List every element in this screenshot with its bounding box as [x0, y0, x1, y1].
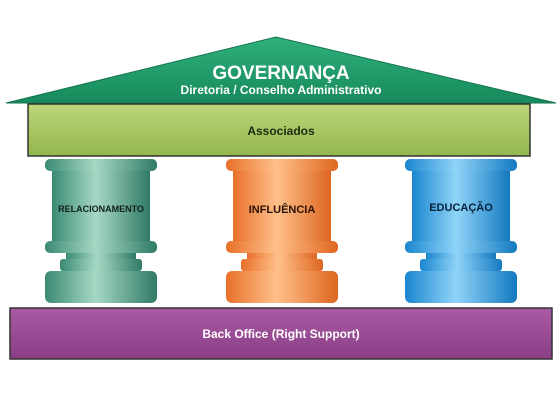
- base-label: Back Office (Right Support): [202, 327, 359, 341]
- pillar-label-relacionamento: RELACIONAMENTO: [58, 204, 144, 214]
- pillar-label-influencia: INFLUÊNCIA: [249, 203, 316, 216]
- base: Back Office (Right Support): [9, 307, 553, 360]
- pillar-educacao: EDUCAÇÃO: [405, 159, 517, 303]
- roof: GOVERNANÇA Diretoria / Conselho Administ…: [5, 36, 557, 104]
- roof-title: GOVERNANÇA: [212, 63, 350, 84]
- pillar-label-educacao: EDUCAÇÃO: [429, 201, 493, 214]
- beam: Associados: [27, 103, 531, 157]
- roof-subtitle: Diretoria / Conselho Administrativo: [181, 83, 382, 97]
- pillar-influencia: INFLUÊNCIA: [226, 159, 338, 303]
- pillar-relacionamento: RELACIONAMENTO: [45, 159, 157, 303]
- beam-label: Associados: [247, 124, 315, 138]
